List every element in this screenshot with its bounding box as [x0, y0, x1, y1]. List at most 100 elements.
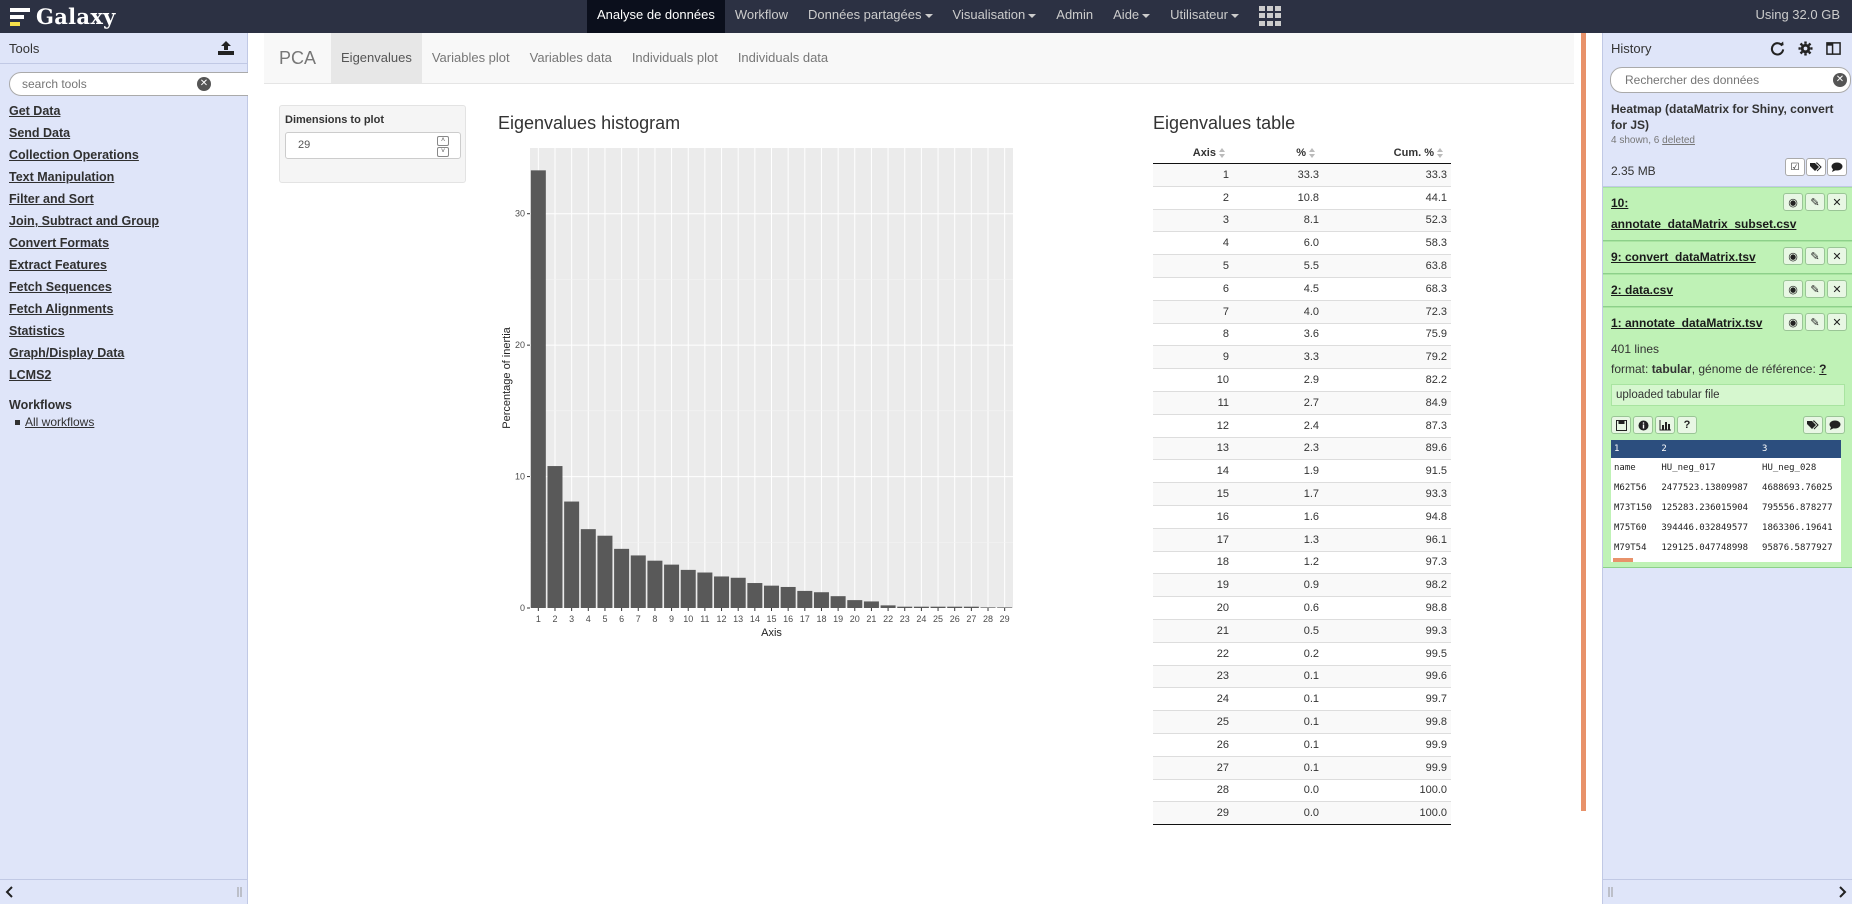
all-workflows-link[interactable]: All workflows	[25, 415, 95, 429]
table-row: 26 0.1 99.9	[1153, 732, 1451, 757]
pencil-icon[interactable]: ✎	[1805, 193, 1825, 211]
delete-icon[interactable]: ✕	[1827, 313, 1847, 331]
tool-section-collection-operations[interactable]: Collection Operations	[9, 148, 139, 162]
tool-section-convert-formats[interactable]: Convert Formats	[9, 236, 110, 250]
table-cell: 19	[1153, 573, 1233, 597]
dataset-item[interactable]: 2: data.csv ◉ ✎ ✕	[1603, 274, 1852, 307]
gear-icon[interactable]	[1793, 37, 1817, 59]
pencil-icon[interactable]: ✎	[1805, 247, 1825, 265]
col-cum-percent[interactable]: Cum. %	[1323, 143, 1451, 164]
tool-section-send-data[interactable]: Send Data	[9, 126, 71, 140]
tags-icon[interactable]	[1806, 158, 1826, 176]
history-search-input[interactable]	[1610, 67, 1851, 93]
tags-icon[interactable]	[1803, 416, 1823, 434]
refresh-icon[interactable]	[1765, 37, 1789, 59]
table-cell: 2	[1153, 185, 1233, 210]
select-items-icon[interactable]: ☑	[1785, 158, 1805, 176]
pencil-icon[interactable]: ✎	[1805, 280, 1825, 298]
upload-icon[interactable]	[214, 37, 238, 59]
dataset-item[interactable]: 10: annotate_dataMatrix_subset.csv ◉ ✎ ✕	[1603, 187, 1852, 241]
table-cell: 0.1	[1233, 755, 1323, 780]
dataset-item[interactable]: 9: convert_dataMatrix.tsv ◉ ✎ ✕	[1603, 241, 1852, 274]
tool-section-text-manipulation[interactable]: Text Manipulation	[9, 170, 115, 184]
history-name[interactable]: Heatmap (dataMatrix for Shiny, convert f…	[1611, 102, 1834, 132]
eye-icon[interactable]: ◉	[1783, 193, 1803, 211]
clear-search-icon[interactable]: ✕	[1833, 73, 1847, 87]
eye-icon[interactable]: ◉	[1783, 280, 1803, 298]
columns-icon[interactable]	[1821, 37, 1845, 59]
genome-link[interactable]: ?	[1819, 362, 1827, 376]
tab-eigenvalues[interactable]: Eigenvalues	[331, 33, 422, 83]
nav-admin[interactable]: Admin	[1046, 0, 1103, 33]
info-icon[interactable]	[1633, 416, 1653, 434]
tool-section-lcms2[interactable]: LCMS2	[9, 368, 52, 382]
tool-section-fetch-alignments[interactable]: Fetch Alignments	[9, 302, 114, 316]
galaxy-logo-icon	[10, 7, 30, 26]
nav-label: Analyse de données	[597, 7, 715, 22]
col-axis[interactable]: Axis	[1153, 143, 1233, 164]
peek-cell: 125283.236015904	[1661, 503, 1749, 513]
dataset-title[interactable]: 9: convert_dataMatrix.tsv	[1611, 250, 1756, 264]
tool-section-statistics[interactable]: Statistics	[9, 324, 65, 338]
nav-shared-data[interactable]: Données partagées	[798, 0, 942, 33]
spin-down-icon[interactable]: ˅	[437, 147, 449, 157]
pencil-icon[interactable]: ✎	[1805, 313, 1825, 331]
peek-cell: name	[1614, 463, 1636, 473]
delete-icon[interactable]: ✕	[1827, 193, 1847, 211]
dataset-title[interactable]: 10: annotate_dataMatrix_subset.csv	[1611, 196, 1797, 231]
pca-navbar: PCA Eigenvalues Variables plot Variables…	[264, 33, 1574, 84]
drag-handle-icon[interactable]	[1608, 887, 1614, 897]
help-icon[interactable]: ?	[1677, 416, 1697, 434]
galaxy-brand[interactable]: Galaxy	[10, 2, 116, 31]
visualize-icon[interactable]	[1655, 416, 1675, 434]
peek-scrollbar[interactable]	[1613, 558, 1633, 562]
histogram-bar	[963, 606, 979, 608]
nav-user[interactable]: Utilisateur	[1160, 0, 1249, 33]
genome-label: , génome de référence:	[1691, 362, 1816, 376]
nav-visualisation[interactable]: Visualisation	[943, 0, 1047, 33]
tool-section-join-subtract-group[interactable]: Join, Subtract and Group	[9, 214, 160, 228]
drag-handle-icon[interactable]	[237, 887, 243, 897]
eye-icon[interactable]: ◉	[1783, 313, 1803, 331]
peek-col: 2	[1661, 444, 1667, 454]
apps-grid-icon[interactable]	[1249, 6, 1291, 26]
tool-section-extract-features[interactable]: Extract Features	[9, 258, 107, 272]
tool-section-graph-display[interactable]: Graph/Display Data	[9, 346, 125, 360]
deleted-link[interactable]: deleted	[1662, 135, 1695, 146]
table-row: 17 1.3 96.1	[1153, 527, 1451, 552]
eye-icon[interactable]: ◉	[1783, 247, 1803, 265]
histogram-bar	[764, 585, 779, 608]
tab-individuals-plot[interactable]: Individuals plot	[631, 50, 718, 65]
dimensions-input[interactable]: 29 ˄ ˅	[285, 132, 461, 159]
tool-section-get-data[interactable]: Get Data	[9, 104, 61, 118]
histogram-bar	[880, 605, 896, 608]
annotation-icon[interactable]	[1827, 158, 1847, 176]
dimensions-stepper[interactable]: ˄ ˅	[437, 136, 449, 158]
clear-search-icon[interactable]: ✕	[197, 77, 211, 91]
tab-individuals-data[interactable]: Individuals data	[737, 50, 829, 65]
spin-up-icon[interactable]: ˄	[437, 136, 449, 146]
delete-icon[interactable]: ✕	[1827, 247, 1847, 265]
collapse-right-icon[interactable]	[1839, 886, 1847, 898]
tab-variables-data[interactable]: Variables data	[529, 50, 612, 65]
tool-section-fetch-sequences[interactable]: Fetch Sequences	[9, 280, 112, 294]
scrollbar-indicator[interactable]	[1581, 33, 1586, 811]
dataset-lines: 401 lines	[1611, 342, 1660, 356]
col-percent[interactable]: %	[1233, 143, 1323, 164]
save-icon[interactable]	[1611, 416, 1631, 434]
nav-workflow[interactable]: Workflow	[725, 0, 798, 33]
tool-search-input[interactable]	[9, 72, 261, 96]
dataset-item-expanded[interactable]: 1: annotate_dataMatrix.tsv ◉ ✎ ✕ 401 lin…	[1603, 307, 1852, 568]
collapse-left-icon[interactable]	[5, 886, 13, 898]
nav-help[interactable]: Aide	[1103, 0, 1160, 33]
delete-icon[interactable]: ✕	[1827, 280, 1847, 298]
dataset-title[interactable]: 1: annotate_dataMatrix.tsv	[1611, 316, 1763, 330]
table-cell: 0.1	[1233, 664, 1323, 688]
dataset-title[interactable]: 2: data.csv	[1611, 283, 1674, 297]
x-tick-label: 22	[883, 614, 893, 624]
table-row: 5 5.5 63.8	[1153, 254, 1451, 278]
annotation-icon[interactable]	[1825, 416, 1845, 434]
tool-section-filter-sort[interactable]: Filter and Sort	[9, 192, 94, 206]
tab-variables-plot[interactable]: Variables plot	[431, 50, 510, 65]
nav-analyse[interactable]: Analyse de données	[587, 0, 725, 33]
